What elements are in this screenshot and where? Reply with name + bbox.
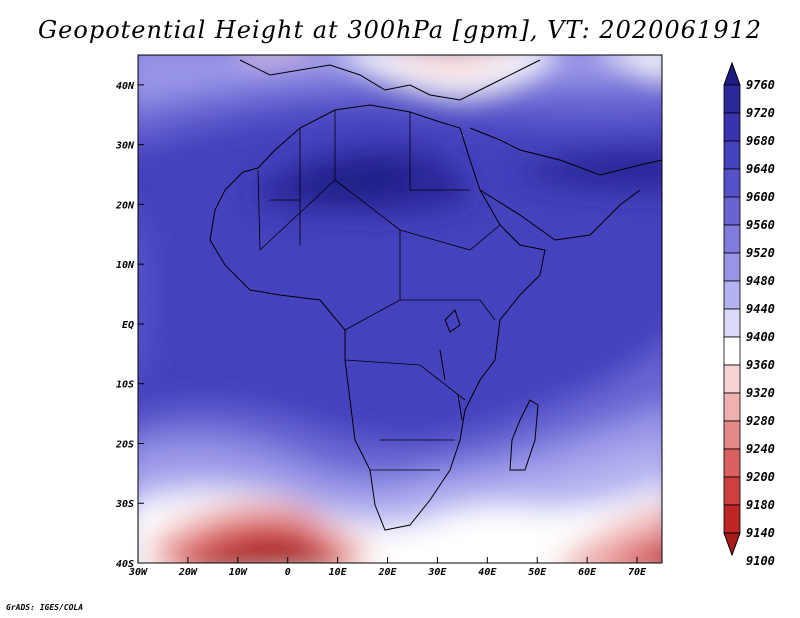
- colorbar-label: 9180: [746, 498, 775, 512]
- colorbar-swatch: [723, 224, 741, 254]
- colorbar-swatch: [723, 504, 741, 534]
- colorbar-label: 9560: [746, 218, 775, 232]
- colorbar-label: 9720: [746, 106, 775, 120]
- colorbar-label: 9200: [746, 470, 775, 484]
- lat-tick-label: 40S: [116, 559, 134, 570]
- map-frame: [137, 54, 663, 564]
- colorbar-label: 9480: [746, 274, 775, 288]
- colorbar-label: 9360: [746, 358, 775, 372]
- colorbar-swatch: [723, 252, 741, 282]
- colorbar-swatch: [723, 476, 741, 506]
- lakes: [439, 309, 463, 421]
- colorbar-swatch: [723, 392, 741, 422]
- height-field: [138, 55, 662, 563]
- colorbar-label: 9600: [746, 190, 775, 204]
- lon-tick-label: 50E: [528, 567, 547, 578]
- colorbar-label: 9100: [746, 554, 775, 568]
- lon-tick-label: 40E: [478, 567, 497, 578]
- country-borders: [257, 110, 501, 471]
- colorbar-swatch: [723, 84, 741, 114]
- lon-tick-label: 10W: [229, 567, 248, 578]
- colorbar-swatch: [723, 364, 741, 394]
- lat-tick-label: 30S: [115, 499, 134, 510]
- lon-tick-label: 0: [285, 567, 291, 578]
- colorbar-swatch: [723, 308, 741, 338]
- colorbar-swatch: [723, 280, 741, 310]
- lat-tick-label: 40N: [116, 81, 135, 92]
- colorbar-label: 9400: [746, 330, 775, 344]
- lat-tick-label: 20S: [115, 439, 134, 450]
- colorbar-top-arrow: [723, 61, 741, 86]
- lat-tick-label: 10S: [116, 380, 134, 391]
- colorbar-label: 9680: [746, 134, 775, 148]
- longitude-axis: 30W 20W 10W 0 10E 20E 30E 40E 50E 60E 70E: [128, 557, 647, 578]
- colorbar-swatch: [723, 168, 741, 198]
- lon-tick-label: 60E: [578, 567, 597, 578]
- lon-tick-label: 20E: [377, 567, 397, 578]
- africa-coastline: [209, 104, 546, 531]
- grads-credit: GrADS: IGES/COLA: [6, 603, 84, 612]
- colorbar-bottom-arrow: [723, 532, 741, 557]
- lat-tick-label: 20N: [115, 200, 135, 211]
- colorbar-label: 9440: [746, 302, 775, 316]
- colorbar-label: 9520: [746, 246, 775, 260]
- colorbar-label: 9140: [746, 526, 775, 540]
- colorbar-swatch: [723, 196, 741, 226]
- latitude-axis: 40N 30N 20N 10N EQ 10S 20S 30S 40S: [115, 81, 144, 570]
- colorbar-label: 9240: [746, 442, 775, 456]
- colorbar-swatch: [723, 140, 741, 170]
- europe-coast: [239, 59, 541, 101]
- colorbar-swatch: [723, 420, 741, 450]
- lat-tick-label: EQ: [122, 320, 134, 331]
- colorbar-swatch: [723, 112, 741, 142]
- madagascar: [509, 399, 539, 471]
- colorbar-label: 9640: [746, 162, 775, 176]
- colorbar-swatch: [723, 448, 741, 478]
- lon-tick-label: 10E: [329, 567, 348, 578]
- lon-tick-label: 30E: [427, 567, 447, 578]
- colorbar-label: 9760: [746, 78, 775, 92]
- lat-tick-label: 30N: [115, 141, 135, 152]
- colorbar-swatch: [723, 336, 741, 366]
- coastlines: [209, 59, 662, 531]
- arabia-coast: [469, 127, 662, 241]
- colorbar: 9760 9720 9680 9640 9600 9560 9520 9480 9440 9400…: [723, 61, 775, 568]
- lat-tick-label: 10N: [116, 260, 135, 271]
- lon-tick-label: 30W: [128, 567, 148, 578]
- colorbar-label: 9280: [746, 414, 775, 428]
- lon-tick-label: 20W: [178, 567, 198, 578]
- chart-title: Geopotential Height at 300hPa [gpm], VT:…: [38, 16, 762, 44]
- lon-tick-label: 70E: [628, 567, 647, 578]
- colorbar-label: 9320: [746, 386, 775, 400]
